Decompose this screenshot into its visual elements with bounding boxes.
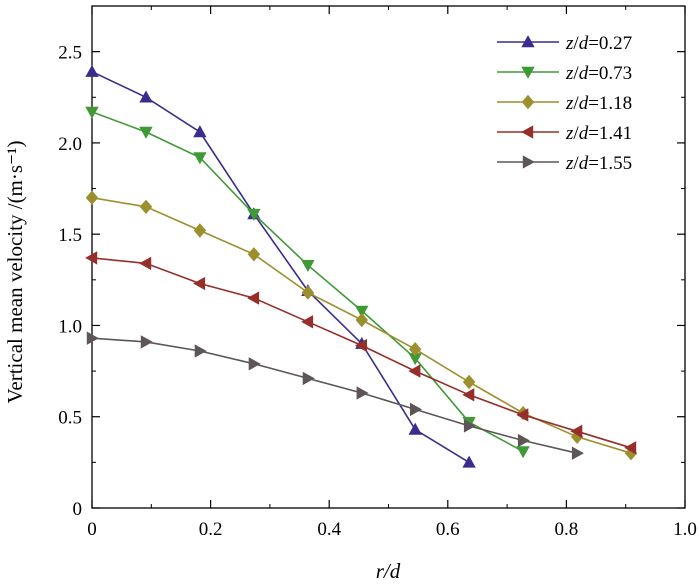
series-line xyxy=(91,257,632,449)
y-axis-title: Vertical mean velocity /(m·s⁻¹) xyxy=(3,141,27,404)
legend-label: z/d=0.73 xyxy=(565,63,632,84)
legend-label: z/d=1.55 xyxy=(565,153,632,174)
data-point xyxy=(355,305,369,318)
legend: z/d=0.27 z/d=0.73 z/d=1.18 z/d=1.41 z/d=1.55 xyxy=(497,33,632,174)
data-point xyxy=(139,199,153,215)
data-point xyxy=(516,446,530,459)
series-2 xyxy=(85,106,530,459)
legend-item: z/d=1.18 xyxy=(497,93,632,114)
x-tick-label: 0.8 xyxy=(555,519,579,540)
y-tick-label: 1.0 xyxy=(58,316,82,337)
data-point xyxy=(85,106,99,119)
data-point xyxy=(355,312,369,328)
data-point xyxy=(301,315,314,329)
data-point xyxy=(140,335,153,349)
data-point xyxy=(85,190,99,205)
series-line xyxy=(91,70,470,464)
data-point xyxy=(462,374,476,390)
series-4 xyxy=(85,251,637,455)
legend-label: z/d=0.27 xyxy=(565,33,632,54)
series-line xyxy=(91,111,524,453)
legend-marker xyxy=(521,66,535,79)
data-point xyxy=(354,338,368,353)
data-point xyxy=(301,285,315,300)
data-point xyxy=(408,364,421,378)
legend-marker xyxy=(521,35,535,48)
data-point xyxy=(139,256,152,271)
plot-area: 0 0.2 0.4 0.6 0.8 1.0 0 0.5 1.0 1.5 2.0 2.5 z/d=0.27… xyxy=(58,5,697,540)
data-point xyxy=(302,371,315,386)
y-tick-label: 0 xyxy=(73,499,83,520)
data-point xyxy=(193,223,207,238)
y-tick-label: 1.5 xyxy=(58,225,82,246)
data-point xyxy=(247,247,261,262)
legend-marker xyxy=(522,155,535,169)
legend-item: z/d=1.41 xyxy=(497,123,632,144)
data-point xyxy=(194,344,207,358)
y-tick-label: 2.5 xyxy=(58,43,82,64)
data-point xyxy=(516,408,529,422)
series-line xyxy=(91,337,578,454)
data-point xyxy=(85,251,98,265)
legend-marker xyxy=(521,94,535,110)
data-point xyxy=(462,388,475,402)
data-point xyxy=(517,433,530,448)
data-point xyxy=(571,446,584,460)
data-point xyxy=(85,64,99,77)
data-point xyxy=(247,208,261,221)
data-point xyxy=(624,441,637,455)
data-point xyxy=(408,341,422,357)
data-point xyxy=(247,291,260,305)
legend-item: z/d=1.55 xyxy=(497,153,632,174)
x-tick-label: 0.4 xyxy=(317,519,341,540)
data-point xyxy=(139,126,153,139)
data-point xyxy=(248,357,261,371)
x-tick-label: 0 xyxy=(87,519,97,540)
series-3 xyxy=(85,190,638,461)
data-point xyxy=(139,90,153,103)
legend-label: z/d=1.41 xyxy=(565,123,632,144)
data-point xyxy=(193,276,206,291)
series-5 xyxy=(86,331,584,460)
data-point xyxy=(356,386,369,400)
data-point xyxy=(462,455,476,468)
legend-marker xyxy=(521,125,534,139)
data-point xyxy=(301,259,315,273)
data-point xyxy=(193,152,207,165)
data-point xyxy=(408,422,422,435)
legend-label: z/d=1.18 xyxy=(565,93,632,114)
x-tick-label: 0.6 xyxy=(436,519,460,540)
data-point xyxy=(193,125,207,138)
x-axis-title: r/d xyxy=(376,559,401,583)
y-tick-label: 0.5 xyxy=(58,408,82,429)
x-tick-label: 0.2 xyxy=(199,519,223,540)
data-point xyxy=(463,419,476,433)
data-point xyxy=(409,402,423,417)
data-point xyxy=(570,424,583,438)
legend-item: z/d=0.73 xyxy=(497,63,632,84)
legend-item: z/d=0.27 xyxy=(497,33,632,54)
data-point xyxy=(86,331,99,345)
x-tick-label: 1.0 xyxy=(673,519,697,540)
y-tick-label: 2.0 xyxy=(58,134,82,155)
